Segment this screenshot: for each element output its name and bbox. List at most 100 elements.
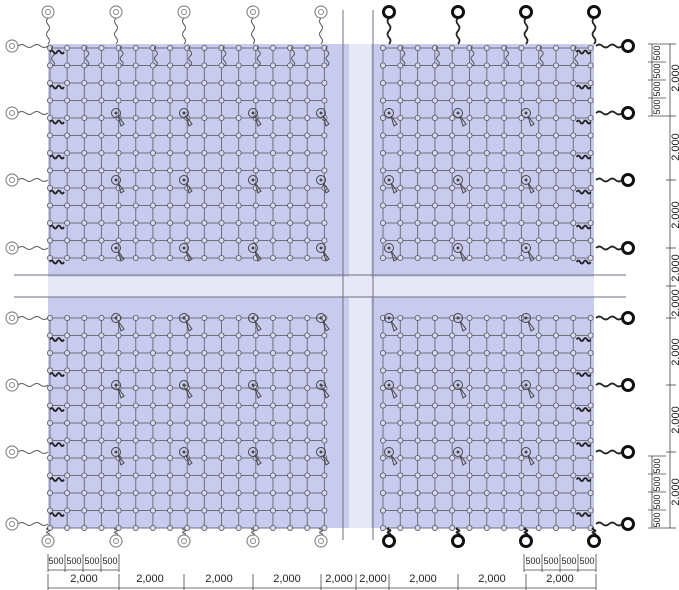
- head-deflector: [185, 115, 193, 127]
- head-center: [319, 178, 323, 182]
- head-center: [114, 450, 118, 454]
- head-center: [319, 316, 323, 320]
- grid-node-icon: [379, 184, 386, 191]
- grid-node-icon: [397, 489, 404, 496]
- drop-line: [575, 477, 592, 482]
- grid-node-icon: [535, 419, 542, 426]
- drop-line: [17, 450, 49, 454]
- grid-node-icon: [64, 115, 71, 122]
- bottom-dimensions: 500 500 500 500 500 500 500 500 2,000 2,…: [48, 556, 594, 585]
- grid-node-icon: [269, 202, 276, 209]
- anchor-outer: [5, 173, 19, 187]
- grid-node-icon: [167, 184, 174, 191]
- anchor-inner: [113, 538, 119, 544]
- ring-anchor-icon: [5, 106, 19, 120]
- grid-node-icon: [115, 167, 122, 174]
- grid-node-icon: [379, 97, 386, 104]
- pendant-head-icon: [316, 175, 330, 194]
- grid-node-icon: [535, 489, 542, 496]
- drop-line: [595, 449, 623, 455]
- grid-node-icon: [553, 349, 560, 356]
- grid-node-icon: [81, 80, 88, 87]
- head-ring: [316, 108, 326, 118]
- grid-node-icon: [397, 507, 404, 514]
- grid-node-icon: [47, 489, 54, 496]
- grid-node-icon: [321, 62, 328, 69]
- bold-ring-anchor-icon: [621, 241, 635, 255]
- grid-node-icon: [431, 184, 438, 191]
- grid-node-icon: [287, 149, 294, 156]
- grid-node-icon: [535, 184, 542, 191]
- grid-node-icon: [201, 489, 208, 496]
- grid-node-icon: [64, 349, 71, 356]
- grid-node-icon: [287, 437, 294, 444]
- grid-node-icon: [252, 507, 259, 514]
- grid-node-icon: [64, 45, 71, 52]
- pendant-head-icon: [111, 108, 125, 127]
- head-ring: [248, 175, 258, 185]
- grid-node-icon: [269, 314, 276, 321]
- grid-node-icon: [81, 167, 88, 174]
- grid-node-icon: [379, 149, 386, 156]
- grid-node-icon: [466, 332, 473, 339]
- head-deflector: [390, 454, 398, 466]
- head-center: [251, 450, 255, 454]
- grid-node-icon: [518, 507, 525, 514]
- grid-node-icon: [149, 384, 156, 391]
- corridor-lines: [14, 10, 626, 540]
- grid-node-icon: [570, 167, 577, 174]
- grid-node-icon: [132, 472, 139, 479]
- ring-anchor-icon: [177, 534, 191, 548]
- grid-node-icon: [587, 219, 594, 226]
- pendant-head-icon: [111, 380, 125, 399]
- grid-node-icon: [235, 97, 242, 104]
- head-ring: [179, 380, 189, 390]
- grid-node-icon: [570, 489, 577, 496]
- dim-label: 500: [561, 556, 576, 566]
- grid-node-icon: [397, 97, 404, 104]
- anchor-outer: [621, 517, 635, 531]
- grid-node-icon: [518, 132, 525, 139]
- grid-node-icon: [132, 115, 139, 122]
- drop-line: [256, 45, 261, 67]
- anchor-inner: [318, 538, 324, 544]
- grid-node-icon: [64, 132, 71, 139]
- anchor-outer: [519, 5, 533, 19]
- grid-node-icon: [379, 349, 386, 356]
- grid-node-icon: [449, 349, 456, 356]
- grid-node-icon: [304, 219, 311, 226]
- head-ring: [316, 313, 326, 323]
- pendant-head-icon: [111, 175, 125, 194]
- grid-node-icon: [483, 384, 490, 391]
- grid-node-icon: [397, 349, 404, 356]
- grid-node-icon: [269, 132, 276, 139]
- grid-node-icon: [501, 254, 508, 261]
- grid-node-icon: [449, 97, 456, 104]
- head-ring: [248, 313, 258, 323]
- grid-node-icon: [98, 45, 105, 52]
- grid-node-icon: [98, 254, 105, 261]
- grid-node-icon: [132, 402, 139, 409]
- grid-node-icon: [449, 219, 456, 226]
- grid-node-icon: [98, 167, 105, 174]
- grid-node-icon: [553, 367, 560, 374]
- grid-node-icon: [132, 62, 139, 69]
- grid-node-icon: [483, 149, 490, 156]
- grid-node-icon: [201, 419, 208, 426]
- bold-ring-anchor-icon: [451, 5, 465, 19]
- pendant-head-icon: [384, 313, 398, 332]
- grid-node-icon: [397, 454, 404, 461]
- head-center: [456, 246, 460, 250]
- grid-node-icon: [553, 97, 560, 104]
- dim-label: 2,000: [136, 573, 164, 585]
- grid-node-icon: [431, 349, 438, 356]
- grid-node-icon: [132, 184, 139, 191]
- grid-node-icon: [414, 132, 421, 139]
- grid-node-icon: [287, 525, 294, 532]
- grid-node-icon: [218, 237, 225, 244]
- drop-line: [222, 45, 227, 67]
- head-ring: [179, 243, 189, 253]
- grid-node-icon: [132, 132, 139, 139]
- grid-node-icon: [304, 437, 311, 444]
- drop-line: [119, 45, 124, 67]
